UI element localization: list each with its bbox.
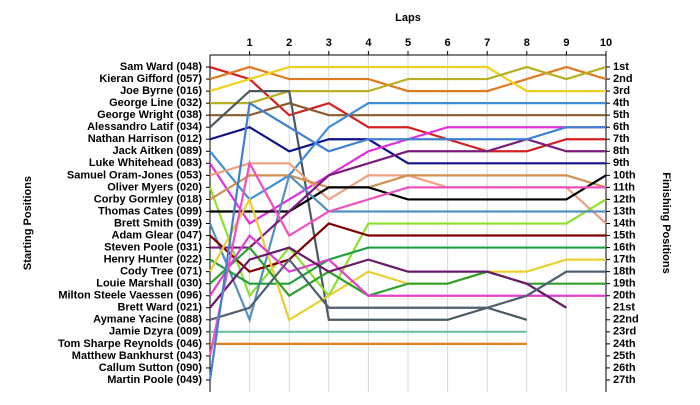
series-line xyxy=(209,65,606,153)
y-tick-label: Steven Poole (031) xyxy=(104,241,202,253)
y2-tick-label: 11th xyxy=(613,181,635,193)
y-tick-label: Oliver Myers (020) xyxy=(107,181,202,193)
y2-tick-label: 15th xyxy=(613,229,636,241)
y2-tick-label: 4th xyxy=(613,97,630,109)
y2-tick-label: 8th xyxy=(613,145,630,157)
y-tick-label: Jamie Dzyra (009) xyxy=(109,326,202,338)
y2-tick-label: 27th xyxy=(613,374,636,386)
x-tick-label: 3 xyxy=(326,37,332,49)
x-tick-label: 4 xyxy=(365,37,372,49)
series-line xyxy=(209,102,606,201)
y2-tick-label: 5th xyxy=(613,109,630,121)
y-tick-label: Corby Gormley (018) xyxy=(94,193,203,205)
y2-tick-label: 20th xyxy=(613,290,636,302)
series-line xyxy=(210,138,606,249)
y-tick-label: Louie Marshall (030) xyxy=(96,278,202,290)
y2-tick-label: 16th xyxy=(613,241,636,253)
y-tick-label: George Line (032) xyxy=(109,97,202,109)
y2-tick-label: 6th xyxy=(613,121,630,133)
y-tick-label: Alessandro Latif (034) xyxy=(87,121,202,133)
y2-tick-label: 1st xyxy=(613,61,629,73)
y-tick-label: Luke Whitehead (083) xyxy=(89,157,202,169)
y-tick-label: Samuel Oram-Jones (053) xyxy=(67,169,202,181)
y2-tick-label: 7th xyxy=(613,133,630,145)
y2-tick-label: 24th xyxy=(613,338,636,350)
series-line xyxy=(209,90,528,321)
x-tick-label: 7 xyxy=(484,37,490,49)
y-tick-label: Sam Ward (048) xyxy=(120,61,202,73)
y2-tick-label: 3rd xyxy=(613,85,630,97)
y2-tick-label: 12th xyxy=(613,193,636,205)
y2-tick-label: 2nd xyxy=(613,73,633,85)
y2-tick-label: 9th xyxy=(613,157,630,169)
y-tick-label: Brett Smith (039) xyxy=(114,217,202,229)
y2-tick-label: 10th xyxy=(613,169,636,181)
series-line xyxy=(209,126,606,165)
chart-title: Laps xyxy=(395,12,421,24)
y-tick-label: Tom Sharpe Reynolds (046) xyxy=(58,338,202,350)
series-line xyxy=(210,65,607,105)
y-tick-label: Callum Sutton (090) xyxy=(99,362,203,374)
series-line xyxy=(209,257,606,321)
y-tick-label: Jack Aitken (089) xyxy=(113,145,203,157)
x-tick-label: 8 xyxy=(524,37,530,49)
y2-tick-label: 19th xyxy=(613,278,636,290)
y2-tick-label: 14th xyxy=(613,217,636,229)
series-line xyxy=(209,246,567,309)
y-tick-label: Brett Ward (021) xyxy=(117,302,202,314)
y-tick-label: Joe Byrne (016) xyxy=(120,85,202,97)
series-line xyxy=(209,245,606,298)
y2-tick-label: 13th xyxy=(613,205,636,217)
x-tick-label: 10 xyxy=(600,37,612,49)
y-tick-label: Thomas Cates (099) xyxy=(98,205,202,217)
y-tick-label: Matthew Bankhurst (043) xyxy=(72,350,203,362)
series-line xyxy=(209,174,607,201)
y2-tick-label: 25th xyxy=(613,350,636,362)
x-tick-label: 1 xyxy=(247,37,253,49)
y-tick-label: Henry Hunter (022) xyxy=(104,254,203,266)
y-tick-label: Martin Poole (049) xyxy=(107,374,202,386)
y2-tick-label: 17th xyxy=(613,254,636,266)
y-tick-label: Milton Steele Vaessen (096) xyxy=(58,290,202,302)
series-line xyxy=(209,65,606,93)
series-line xyxy=(208,160,606,357)
x-tick-label: 9 xyxy=(563,37,569,49)
y-axis-title: Starting Positions xyxy=(22,176,34,270)
series-line xyxy=(209,246,606,285)
y2-tick-label: 23rd xyxy=(613,326,636,338)
y-tick-label: Aymane Yacine (088) xyxy=(93,314,202,326)
y2-tick-label: 26th xyxy=(613,362,636,374)
y-tick-label: George Wright (038) xyxy=(97,109,202,121)
series-line xyxy=(209,65,607,93)
y2-tick-label: 22nd xyxy=(613,314,639,326)
y2-tick-label: 18th xyxy=(613,266,636,278)
y-tick-label: Kieran Gifford (057) xyxy=(99,73,202,85)
y2-tick-label: 21st xyxy=(613,302,635,314)
x-tick-label: 5 xyxy=(405,37,411,49)
y-tick-label: Adam Glear (047) xyxy=(112,229,203,241)
series-line xyxy=(210,101,606,117)
y-tick-label: Cody Tree (071) xyxy=(120,266,202,278)
series-line xyxy=(209,233,606,297)
series-line xyxy=(208,101,606,381)
series-line xyxy=(209,222,606,273)
x-tick-label: 2 xyxy=(286,37,292,49)
y2-axis-title: Finishing Positions xyxy=(660,172,672,273)
y-tick-label: Nathan Harrison (012) xyxy=(88,133,203,145)
x-tick-label: 6 xyxy=(445,37,451,49)
